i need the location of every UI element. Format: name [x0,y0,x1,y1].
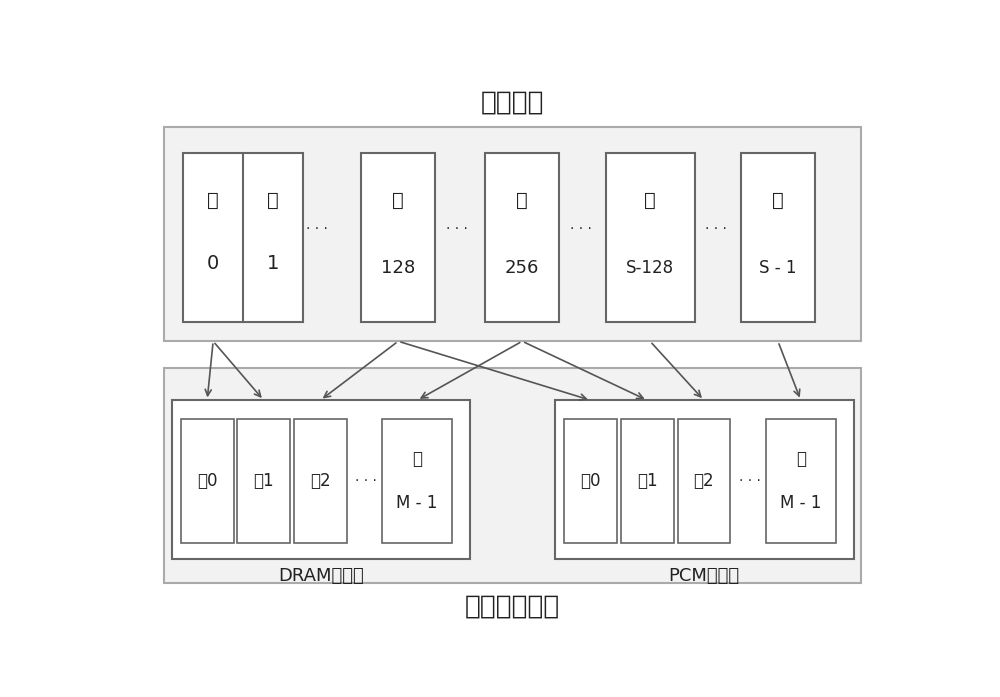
Bar [237,419,290,542]
Bar [181,419,234,542]
Text: 组: 组 [772,191,784,210]
Text: 256: 256 [505,259,539,277]
Bar [361,153,435,323]
Bar [183,153,303,323]
Text: 128: 128 [381,259,415,277]
Text: 高速缓存: 高速缓存 [481,89,544,116]
Bar [564,419,617,542]
Text: 组: 组 [392,191,404,210]
Text: 0: 0 [207,254,219,273]
Text: · · ·: · · · [446,222,468,236]
Text: · · ·: · · · [705,222,726,236]
Text: 1: 1 [267,254,279,273]
Text: 组: 组 [516,191,528,210]
Text: S - 1: S - 1 [759,259,797,277]
Text: · · ·: · · · [570,222,592,236]
Text: · · ·: · · · [739,474,761,488]
Bar [382,419,452,542]
Bar [294,419,347,542]
Text: 组1: 组1 [637,472,658,490]
Bar [766,419,836,542]
Bar [606,153,695,323]
Text: 组1: 组1 [253,472,274,490]
Bar [485,153,559,323]
Text: · · ·: · · · [355,474,377,488]
Text: DRAM采样区: DRAM采样区 [278,567,364,585]
Text: 组: 组 [796,450,806,468]
Bar [621,419,674,542]
Text: S-128: S-128 [626,259,674,277]
Text: M - 1: M - 1 [780,494,821,512]
Bar [164,127,861,342]
Text: · · ·: · · · [306,222,328,236]
Text: M - 1: M - 1 [396,494,438,512]
Text: PCM采样区: PCM采样区 [669,567,740,585]
Text: 组: 组 [412,450,422,468]
Bar [678,419,730,542]
Text: 组0: 组0 [581,472,601,490]
Bar [172,400,470,558]
Text: 采样存储单元: 采样存储单元 [465,594,560,620]
Text: 组2: 组2 [310,472,331,490]
Text: 组2: 组2 [694,472,714,490]
Text: 组0: 组0 [197,472,217,490]
Text: 组: 组 [207,191,219,210]
Text: 组: 组 [644,191,656,210]
Bar [164,368,861,583]
Bar [555,400,854,558]
Text: 组: 组 [267,191,279,210]
Bar [741,153,815,323]
